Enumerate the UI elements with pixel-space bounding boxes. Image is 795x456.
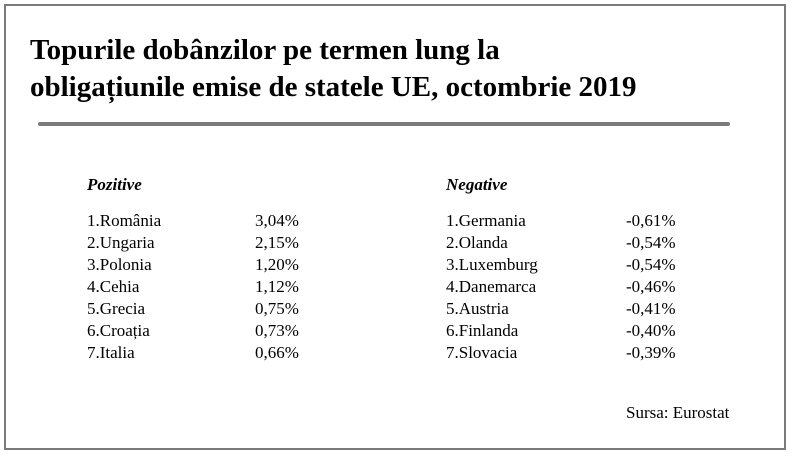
positive-heading: Pozitive	[87, 175, 142, 194]
source-note: Sursa: Eurostat	[626, 403, 730, 422]
rate-value: 0,75%	[255, 299, 299, 318]
list-item: 2.Olanda -0,54%	[446, 232, 706, 254]
country-label: 5.Grecia	[87, 299, 146, 318]
country-label: 4.Cehia	[87, 277, 140, 296]
title-line-1: Topurile dobânzilor pe termen lung la	[30, 34, 500, 66]
list-item: 7.Slovacia -0,39%	[446, 342, 706, 364]
positive-list: 1.România 3,04% 2.Ungaria 2,15% 3.Polonia 1…	[87, 210, 347, 364]
country-label: 2.Ungaria	[87, 233, 155, 252]
rate-value: 0,73%	[255, 321, 299, 340]
country-label: 2.Olanda	[446, 233, 508, 252]
country-label: 7.Italia	[87, 343, 135, 362]
rate-value: 2,15%	[255, 233, 299, 252]
rate-value: 1,20%	[255, 255, 299, 274]
list-item: 1.Germania -0,61%	[446, 210, 706, 232]
country-label: 5.Austria	[446, 299, 509, 318]
title-divider	[38, 122, 730, 126]
page-title: Topurile dobânzilor pe termen lung la ob…	[30, 32, 770, 106]
country-label: 6.Croația	[87, 321, 150, 340]
list-item: 7.Italia 0,66%	[87, 342, 347, 364]
rate-value: -0,40%	[626, 321, 676, 340]
country-label: 7.Slovacia	[446, 343, 518, 362]
rate-value: 1,12%	[255, 277, 299, 296]
negative-heading: Negative	[446, 175, 508, 194]
country-label: 1.România	[87, 211, 162, 230]
list-item: 4.Danemarca -0,46%	[446, 276, 706, 298]
negative-list: 1.Germania -0,61% 2.Olanda -0,54% 3.Luxemb…	[446, 210, 706, 364]
figure-frame	[4, 4, 786, 450]
rate-value: -0,61%	[626, 211, 676, 230]
rate-value: -0,54%	[626, 255, 676, 274]
rate-value: -0,41%	[626, 299, 676, 318]
rate-value: -0,54%	[626, 233, 676, 252]
rate-value: 0,66%	[255, 343, 299, 362]
title-line-2: obligațiunile emise de statele UE, octom…	[30, 71, 637, 103]
list-item: 2.Ungaria 2,15%	[87, 232, 347, 254]
rate-value: 3,04%	[255, 211, 299, 230]
list-item: 5.Grecia 0,75%	[87, 298, 347, 320]
list-item: 6.Finlanda -0,40%	[446, 320, 706, 342]
list-item: 6.Croația 0,73%	[87, 320, 347, 342]
list-item: 3.Luxemburg -0,54%	[446, 254, 706, 276]
country-label: 3.Polonia	[87, 255, 152, 274]
list-item: 1.România 3,04%	[87, 210, 347, 232]
country-label: 1.Germania	[446, 211, 526, 230]
country-label: 4.Danemarca	[446, 277, 537, 296]
rate-value: -0,46%	[626, 277, 676, 296]
country-label: 3.Luxemburg	[446, 255, 538, 274]
rate-value: -0,39%	[626, 343, 676, 362]
list-item: 4.Cehia 1,12%	[87, 276, 347, 298]
list-item: 3.Polonia 1,20%	[87, 254, 347, 276]
list-item: 5.Austria -0,41%	[446, 298, 706, 320]
country-label: 6.Finlanda	[446, 321, 519, 340]
